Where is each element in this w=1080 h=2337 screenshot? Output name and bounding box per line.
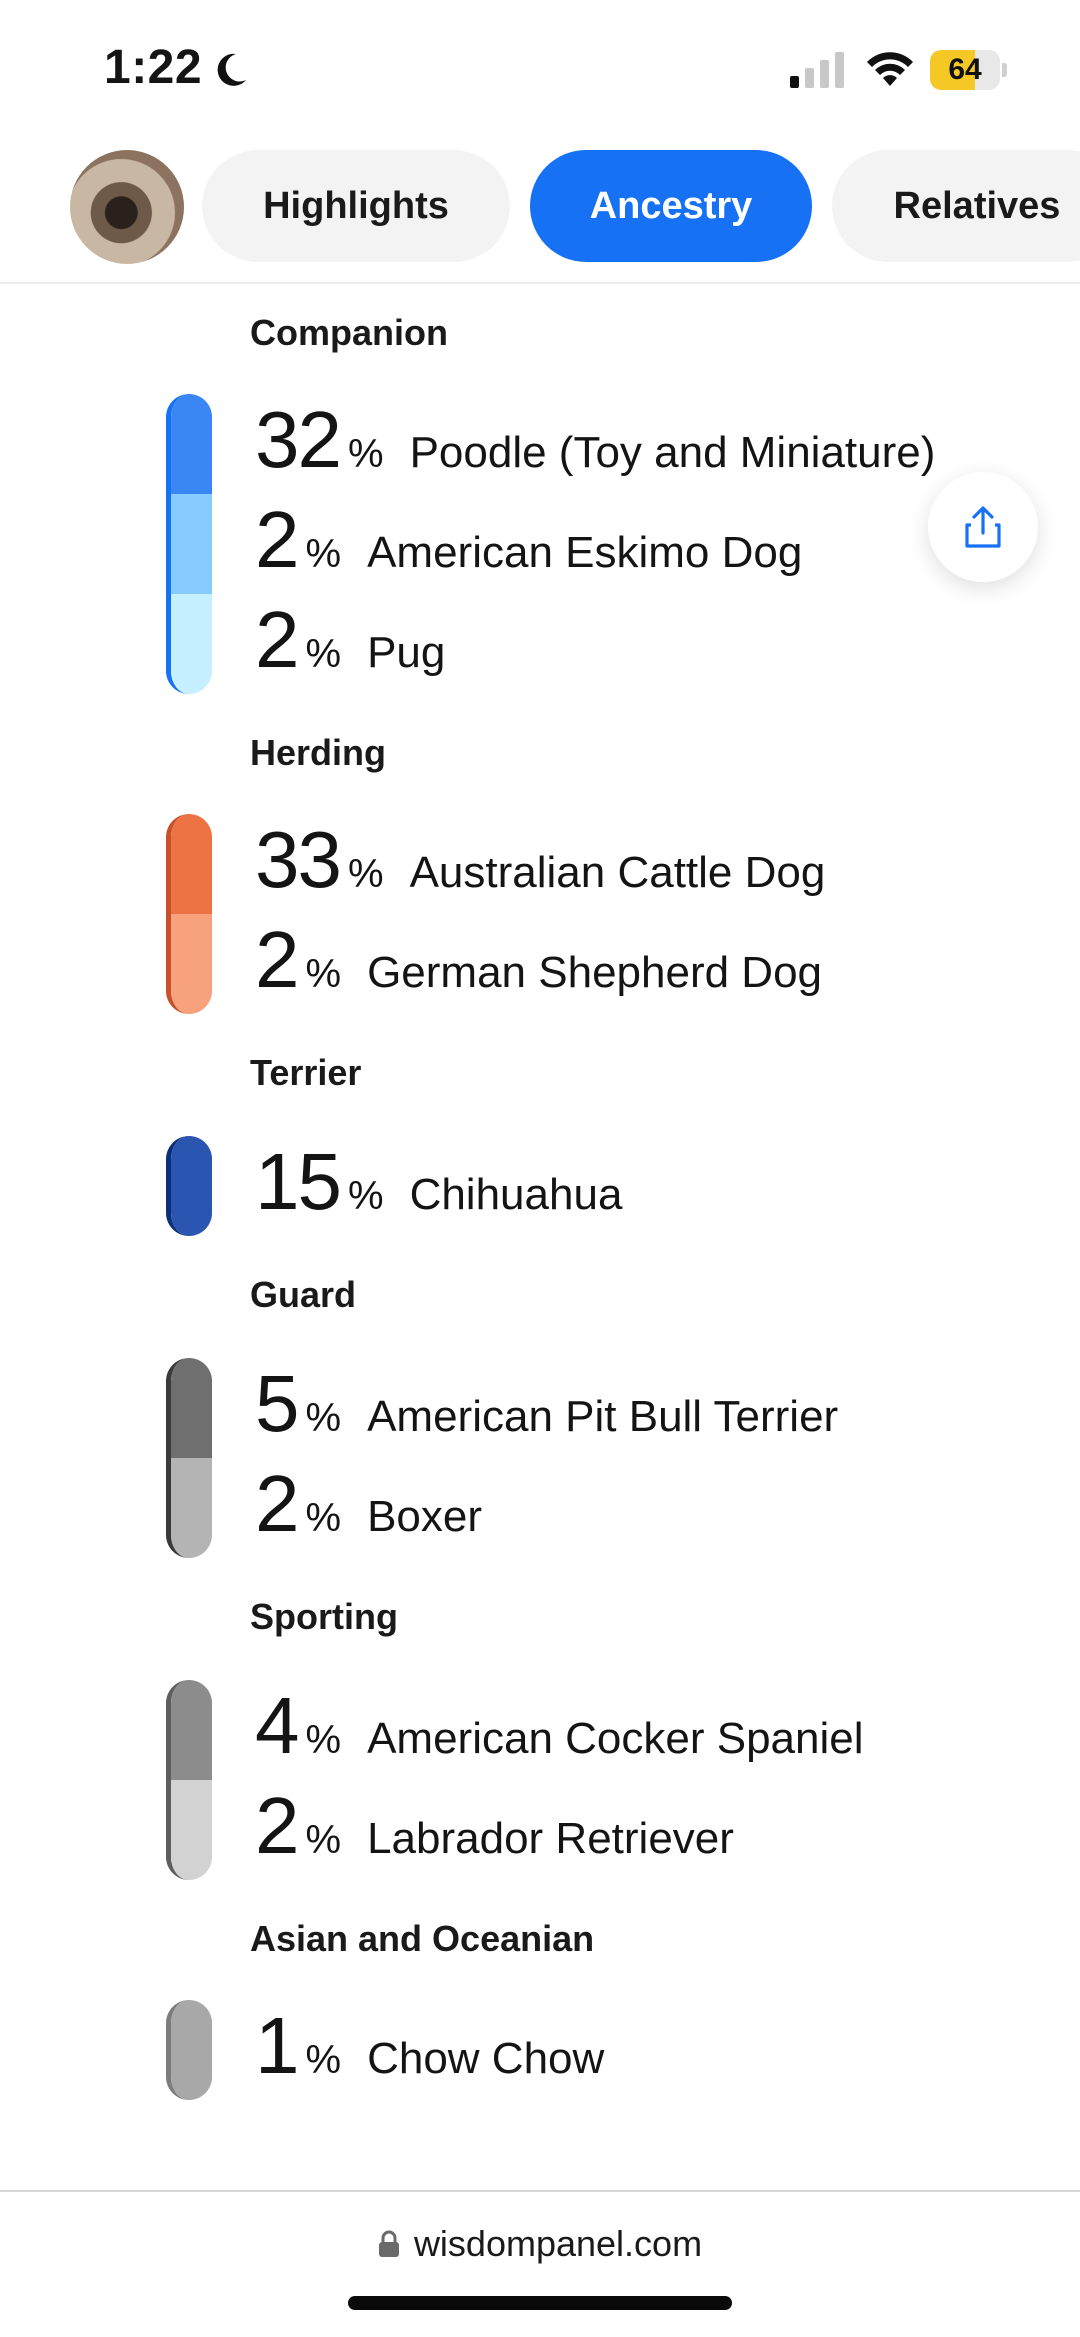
breed-percent: 33 [255, 815, 342, 904]
ancestry-bar-asian-and-oceanian [166, 2000, 212, 2100]
breed-name: Poodle (Toy and Miniature) [409, 428, 936, 477]
percent-sign: % [305, 632, 342, 676]
ancestry-bar-companion [166, 394, 212, 694]
breed-name: American Eskimo Dog [367, 528, 803, 577]
breed-row: 15 % Chihuahua [255, 1136, 622, 1236]
breed-percent: 1 [255, 2001, 299, 2090]
ancestry-bar-guard [166, 1358, 212, 1558]
percent-sign: % [305, 1718, 342, 1762]
ancestry-bar-terrier [166, 1136, 212, 1236]
bar-segment [171, 1358, 212, 1458]
breed-row: 2 % American Eskimo Dog [255, 494, 802, 594]
breed-percent: 2 [255, 1781, 299, 1870]
tab-relatives[interactable]: Relatives [832, 150, 1080, 262]
group-title-sporting: Sporting [250, 1596, 398, 1637]
tab-bar: Highlights Ancestry Relatives [0, 148, 1080, 264]
share-icon [965, 506, 1001, 548]
bar-segment [171, 394, 212, 494]
breed-name: American Pit Bull Terrier [367, 1392, 839, 1441]
bar-segment [171, 494, 212, 594]
breed-percent: 32 [255, 395, 342, 484]
tab-highlights[interactable]: Highlights [202, 150, 510, 262]
breed-row: 2 % German Shepherd Dog [255, 914, 822, 1014]
breed-percent: 5 [255, 1359, 299, 1448]
breed-percent: 2 [255, 915, 299, 1004]
signal-icon [790, 52, 844, 88]
breed-row: 2 % Pug [255, 594, 445, 694]
breed-name: Australian Cattle Dog [409, 848, 826, 897]
breed-percent: 2 [255, 495, 299, 584]
ancestry-bar-sporting [166, 1680, 212, 1880]
percent-sign: % [347, 1174, 384, 1218]
breed-row: 32 % Poodle (Toy and Miniature) [255, 394, 935, 494]
breed-row: 2 % Boxer [255, 1458, 482, 1558]
breed-row: 1 % Chow Chow [255, 2000, 604, 2100]
percent-sign: % [305, 952, 342, 996]
url-bar[interactable]: wisdompanel.com [0, 2214, 1080, 2274]
breed-name: Boxer [367, 1492, 483, 1541]
breed-row: 4 % American Cocker Spaniel [255, 1680, 864, 1780]
breed-row: 2 % Labrador Retriever [255, 1780, 734, 1880]
tab-divider [0, 282, 1080, 284]
breed-name: Chow Chow [367, 2034, 605, 2083]
breed-row: 33 % Australian Cattle Dog [255, 814, 825, 914]
status-time: 1:22 [104, 41, 203, 94]
wifi-icon [867, 52, 913, 86]
group-title-guard: Guard [250, 1274, 357, 1315]
moon-icon [217, 53, 246, 86]
percent-sign: % [305, 1818, 342, 1862]
breed-name: Pug [367, 628, 446, 677]
breed-name: Chihuahua [409, 1170, 623, 1219]
battery-level-fill [930, 50, 975, 90]
bar-segment [171, 594, 212, 694]
home-indicator[interactable] [348, 2296, 732, 2310]
bar-segment [171, 2000, 212, 2100]
status-bar: 1:22 64 [0, 0, 1080, 140]
percent-sign: % [305, 1496, 342, 1540]
bar-segment [171, 1780, 212, 1880]
url-text: wisdompanel.com [413, 2223, 703, 2264]
share-button[interactable] [928, 472, 1038, 582]
bar-segment [171, 914, 212, 1014]
bar-segment [171, 1458, 212, 1558]
group-title-terrier: Terrier [250, 1052, 362, 1093]
battery-percent: 64 [948, 53, 982, 86]
percent-sign: % [347, 432, 384, 476]
breed-percent: 2 [255, 595, 299, 684]
group-title-herding: Herding [250, 732, 387, 773]
bar-segment [171, 1680, 212, 1780]
breed-name: Labrador Retriever [367, 1814, 734, 1863]
group-title-companion: Companion [250, 312, 448, 353]
url-bar-divider [0, 2190, 1080, 2192]
lock-icon [378, 2230, 399, 2257]
tab-ancestry[interactable]: Ancestry [530, 150, 812, 262]
group-title-asian-and-oceanian: Asian and Oceanian [250, 1918, 595, 1959]
dog-avatar[interactable] [70, 150, 184, 264]
battery-icon: 64 [930, 50, 1007, 90]
bar-segment [171, 814, 212, 914]
breed-name: American Cocker Spaniel [367, 1714, 864, 1763]
ancestry-bar-herding [166, 814, 212, 1014]
breed-percent: 2 [255, 1459, 299, 1548]
percent-sign: % [347, 852, 384, 896]
breed-row: 5 % American Pit Bull Terrier [255, 1358, 838, 1458]
percent-sign: % [305, 532, 342, 576]
breed-percent: 4 [255, 1681, 299, 1770]
breed-name: German Shepherd Dog [367, 948, 823, 997]
percent-sign: % [305, 2038, 342, 2082]
percent-sign: % [305, 1396, 342, 1440]
bar-segment [171, 1136, 212, 1236]
breed-percent: 15 [255, 1137, 342, 1226]
